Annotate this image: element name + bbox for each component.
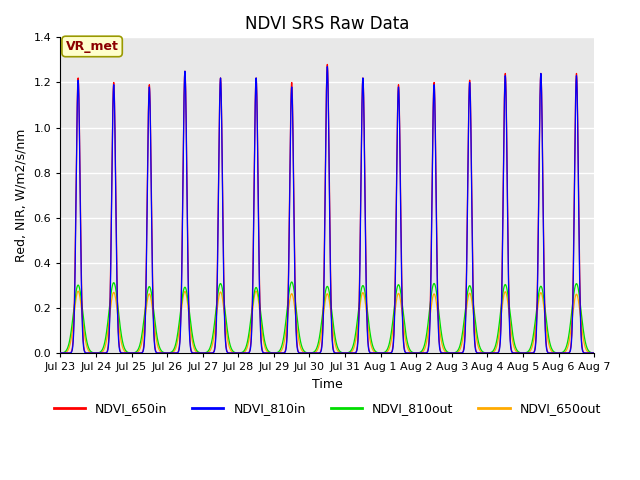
Y-axis label: Red, NIR, W/m2/s/nm: Red, NIR, W/m2/s/nm bbox=[15, 129, 28, 262]
X-axis label: Time: Time bbox=[312, 378, 342, 391]
Text: VR_met: VR_met bbox=[66, 40, 118, 53]
Legend: NDVI_650in, NDVI_810in, NDVI_810out, NDVI_650out: NDVI_650in, NDVI_810in, NDVI_810out, NDV… bbox=[49, 397, 606, 420]
Title: NDVI SRS Raw Data: NDVI SRS Raw Data bbox=[245, 15, 410, 33]
